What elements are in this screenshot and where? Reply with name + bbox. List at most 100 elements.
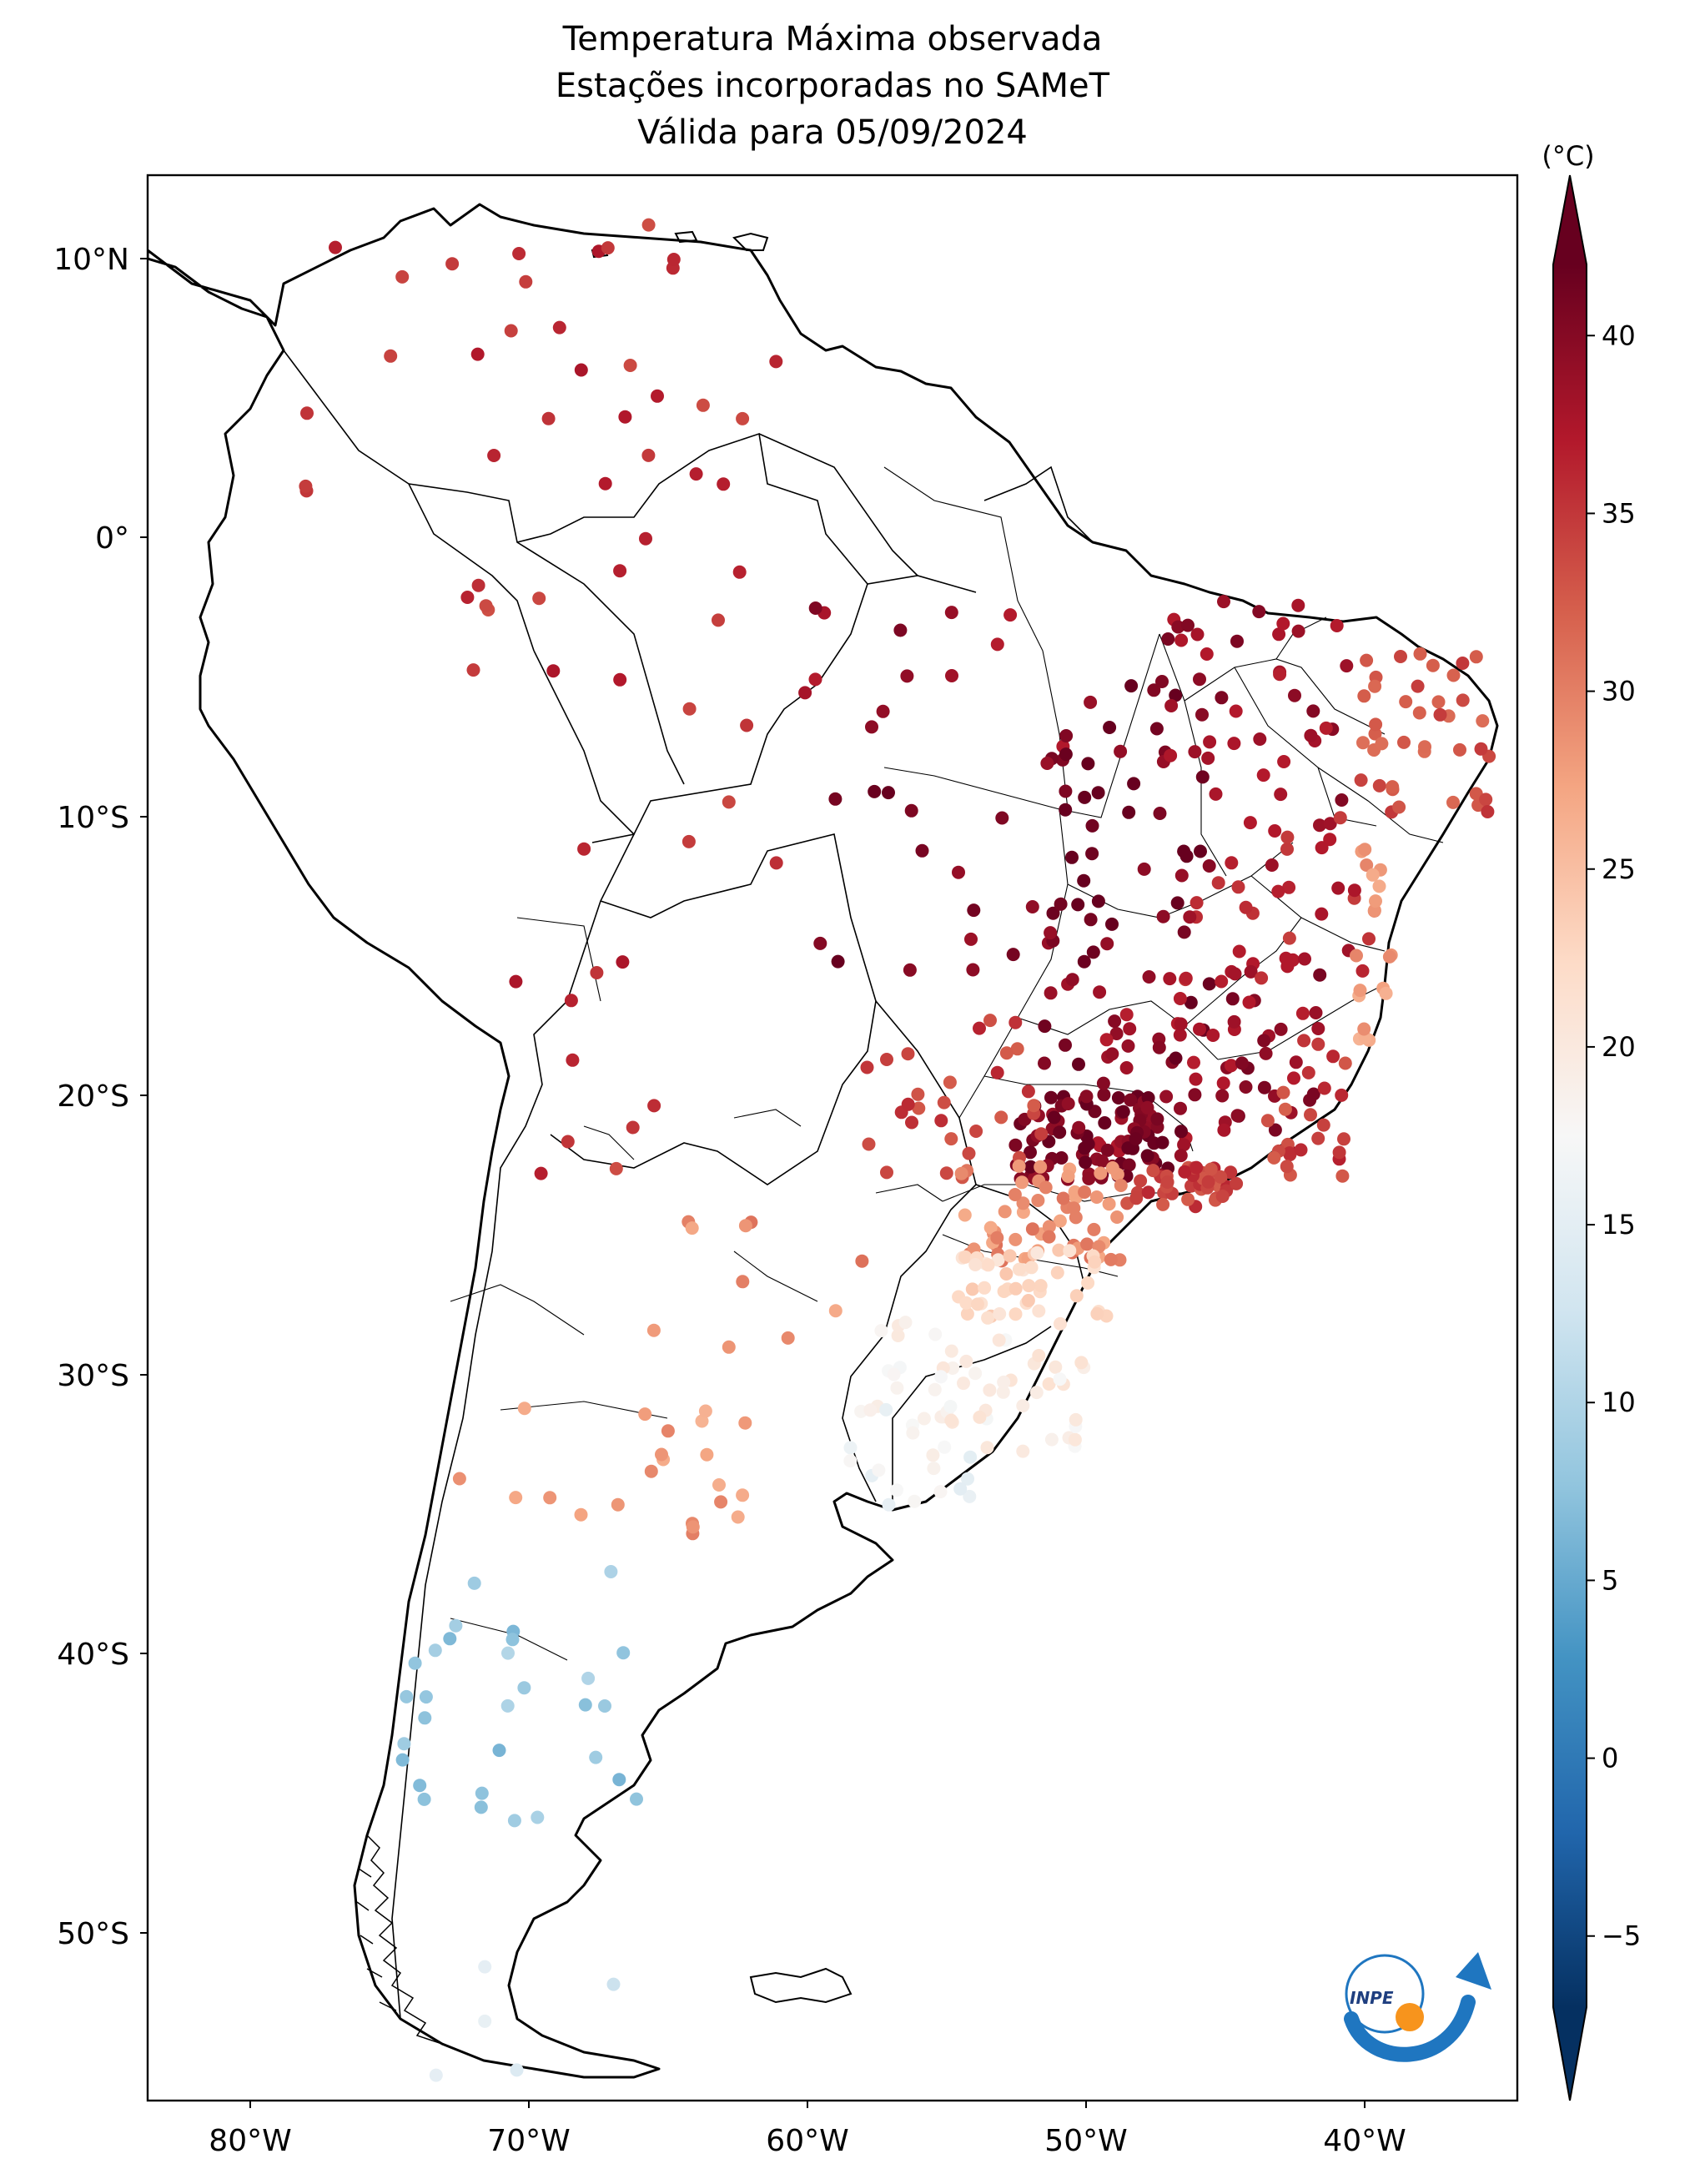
station-point xyxy=(1080,1237,1094,1251)
station-point xyxy=(1183,910,1197,924)
station-point xyxy=(1016,1196,1030,1210)
station-point xyxy=(1016,1399,1030,1413)
station-point xyxy=(647,1099,661,1113)
station-point xyxy=(1298,952,1311,966)
station-point xyxy=(552,320,566,335)
station-point xyxy=(962,1146,976,1160)
station-point xyxy=(1189,1072,1203,1086)
station-point xyxy=(1081,1276,1095,1290)
station-point xyxy=(882,786,895,800)
station-point xyxy=(1276,616,1290,631)
station-point xyxy=(1323,817,1337,831)
station-point xyxy=(1069,1412,1083,1427)
station-point xyxy=(1272,627,1286,642)
station-point xyxy=(686,1520,700,1534)
station-point xyxy=(1077,954,1091,969)
inpe-logo-text: INPE xyxy=(1350,1988,1394,2008)
station-point xyxy=(1326,1049,1340,1064)
station-point xyxy=(601,241,615,255)
station-point xyxy=(717,477,731,491)
station-point xyxy=(630,1792,643,1806)
station-point xyxy=(1195,707,1209,722)
station-point xyxy=(1012,1262,1026,1276)
station-point xyxy=(1256,768,1270,783)
station-point xyxy=(1072,1057,1085,1071)
latitude-axis: 10°N 0° 10°S 20°S 30°S 40°S 50°S xyxy=(53,243,148,1951)
station-point xyxy=(990,1230,1004,1245)
station-point xyxy=(689,467,703,481)
station-point xyxy=(543,1491,557,1505)
station-point xyxy=(1063,1244,1077,1258)
colorbar-tick-label: 0 xyxy=(1602,1743,1618,1774)
station-point xyxy=(1146,1164,1160,1178)
station-point xyxy=(1190,627,1205,642)
station-point xyxy=(611,1497,625,1512)
station-point xyxy=(1053,1214,1067,1228)
station-point xyxy=(460,591,475,604)
station-point xyxy=(1077,873,1091,888)
station-point xyxy=(1206,1029,1220,1042)
station-point xyxy=(1108,1014,1122,1029)
station-point xyxy=(1008,1188,1022,1201)
station-point xyxy=(661,1424,675,1438)
station-point xyxy=(1369,717,1383,732)
station-point xyxy=(1142,970,1156,984)
station-point xyxy=(1282,1146,1296,1160)
station-point xyxy=(1090,1306,1104,1321)
station-point xyxy=(443,1632,457,1646)
station-point xyxy=(740,718,754,732)
station-point xyxy=(865,720,878,734)
station-point xyxy=(912,1101,926,1115)
station-point xyxy=(983,1383,997,1397)
station-point xyxy=(1357,1022,1371,1036)
station-point xyxy=(1069,1289,1084,1303)
station-point xyxy=(1257,1080,1271,1095)
station-point xyxy=(1119,1008,1134,1022)
station-point xyxy=(598,476,612,491)
station-point xyxy=(1479,793,1493,807)
station-point xyxy=(843,1441,858,1455)
station-point xyxy=(1268,824,1282,838)
station-point xyxy=(1392,800,1406,814)
station-point xyxy=(1104,1252,1118,1266)
station-point xyxy=(863,1403,878,1417)
station-point xyxy=(736,1275,750,1289)
station-point xyxy=(505,1633,520,1647)
station-point xyxy=(1181,1192,1195,1206)
station-point xyxy=(1170,896,1184,910)
station-point xyxy=(1100,1143,1114,1157)
station-point xyxy=(1357,689,1371,703)
station-point xyxy=(1202,859,1216,873)
station-point xyxy=(413,1779,427,1793)
station-point xyxy=(890,1381,904,1395)
station-point xyxy=(1081,1137,1095,1151)
station-point xyxy=(1433,707,1447,722)
station-point xyxy=(1147,683,1161,697)
station-point xyxy=(945,669,958,682)
station-point xyxy=(862,1137,876,1151)
station-point xyxy=(1411,679,1425,693)
station-point xyxy=(1140,1100,1154,1115)
station-point xyxy=(1022,1279,1036,1293)
station-point xyxy=(738,1416,752,1430)
station-point xyxy=(1315,907,1329,921)
station-point xyxy=(1065,973,1079,987)
station-point xyxy=(808,672,822,687)
station-point xyxy=(561,1135,575,1149)
station-point xyxy=(532,591,546,606)
station-point xyxy=(1008,1307,1023,1321)
station-point xyxy=(1003,1249,1017,1263)
station-point xyxy=(781,1331,795,1345)
station-point xyxy=(1224,1059,1238,1073)
station-point xyxy=(1335,1169,1350,1183)
station-point xyxy=(944,1132,958,1146)
station-point xyxy=(1265,858,1279,872)
station-point xyxy=(1025,1222,1039,1236)
station-point xyxy=(1446,795,1460,809)
station-point xyxy=(1021,1084,1035,1099)
station-point xyxy=(1114,744,1128,758)
station-point xyxy=(828,1304,842,1318)
station-point xyxy=(1129,1191,1144,1205)
station-point xyxy=(682,702,697,716)
station-point xyxy=(1082,1171,1096,1185)
